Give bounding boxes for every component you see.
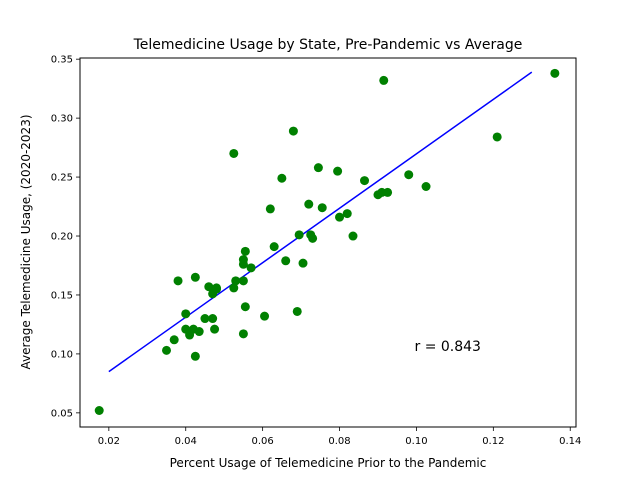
data-point	[169, 335, 179, 345]
y-axis: 0.05 0.10 0.15 0.20 0.25 0.30 0.35	[51, 55, 80, 419]
data-point	[238, 255, 248, 265]
data-point	[204, 282, 214, 292]
x-tick-label: 0.08	[328, 436, 350, 447]
data-point	[181, 309, 191, 319]
data-point	[246, 263, 256, 273]
correlation-annotation: r = 0.843	[415, 339, 481, 355]
data-point	[360, 176, 370, 186]
data-point	[260, 311, 270, 321]
data-point	[194, 327, 204, 337]
data-point	[294, 230, 304, 240]
data-point	[269, 242, 279, 252]
data-point	[94, 405, 104, 415]
data-point	[298, 258, 308, 268]
data-point	[348, 231, 358, 241]
data-point	[342, 209, 352, 219]
y-tick-label: 0.15	[51, 290, 73, 301]
data-point	[379, 75, 389, 85]
data-point	[238, 329, 248, 339]
data-point	[383, 187, 393, 197]
data-point	[162, 345, 172, 355]
plot-area	[94, 68, 560, 415]
y-tick-label: 0.20	[51, 232, 73, 243]
x-tick-label: 0.14	[559, 436, 581, 447]
data-point	[288, 126, 298, 136]
data-point	[317, 203, 327, 213]
x-tick-label: 0.02	[98, 436, 120, 447]
data-point	[190, 272, 200, 282]
data-point	[277, 173, 287, 183]
data-point	[304, 199, 314, 209]
x-tick-label: 0.04	[175, 436, 197, 447]
data-point	[190, 351, 200, 361]
chart-title: Telemedicine Usage by State, Pre-Pandemi…	[133, 37, 523, 53]
plot-frame	[79, 57, 577, 428]
x-tick-label: 0.06	[252, 436, 274, 447]
data-point	[492, 132, 502, 142]
x-axis: 0.02 0.04 0.06 0.08 0.10 0.12 0.14	[98, 427, 581, 447]
data-point	[281, 256, 291, 266]
data-point	[229, 283, 239, 293]
y-tick-label: 0.25	[51, 173, 73, 184]
data-point	[421, 182, 431, 192]
x-tick-label: 0.10	[405, 436, 427, 447]
regression-line	[108, 71, 533, 373]
y-tick-label: 0.30	[51, 114, 73, 125]
data-point	[240, 302, 250, 312]
data-point	[308, 233, 318, 243]
y-tick-label: 0.35	[51, 55, 73, 66]
y-tick-label: 0.10	[51, 349, 73, 360]
data-point	[238, 276, 248, 286]
data-point	[208, 314, 218, 324]
data-point	[550, 68, 560, 78]
data-point	[211, 283, 221, 293]
data-point	[313, 163, 323, 173]
x-axis-label: Percent Usage of Telemedicine Prior to t…	[170, 456, 487, 470]
data-point	[210, 324, 220, 334]
data-point	[240, 246, 250, 256]
x-tick-label: 0.12	[482, 436, 504, 447]
data-point	[265, 204, 275, 214]
y-tick-label: 0.05	[51, 408, 73, 419]
y-axis-label: Average Telemedicine Usage, (2020-2023)	[19, 114, 33, 369]
data-point	[200, 314, 210, 324]
data-point	[173, 276, 183, 286]
data-point	[292, 306, 302, 316]
data-point	[404, 170, 414, 180]
data-point	[333, 166, 343, 176]
data-point	[229, 148, 239, 158]
data-point	[335, 212, 345, 222]
data-point	[231, 276, 241, 286]
